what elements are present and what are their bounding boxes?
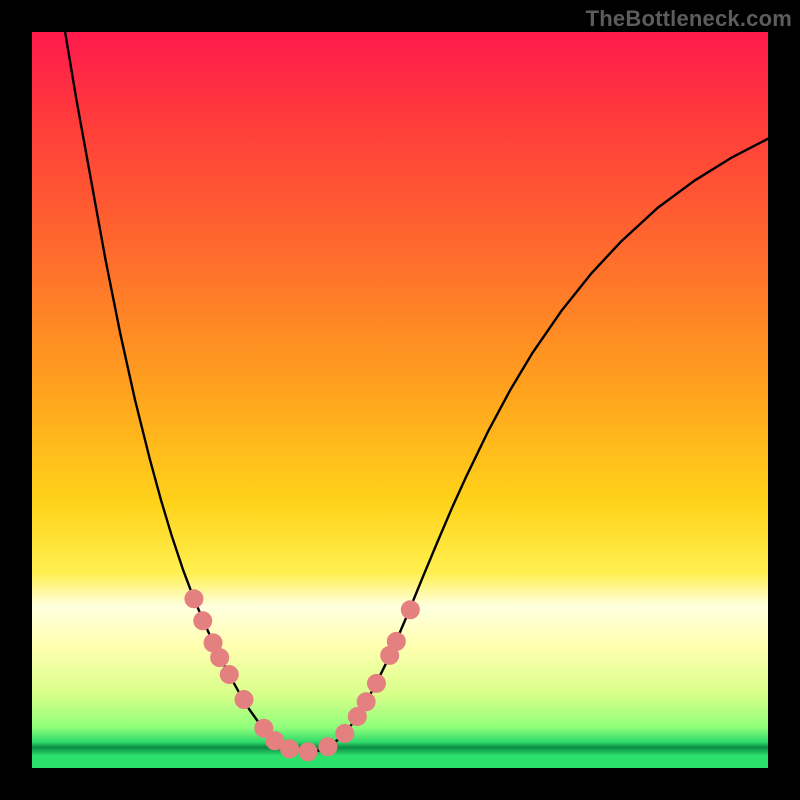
plot-area: [32, 32, 768, 768]
marker-dot: [336, 724, 354, 742]
chart-frame: TheBottleneck.com: [0, 0, 800, 800]
marker-dot: [357, 693, 375, 711]
marker-dot: [319, 738, 337, 756]
marker-dot: [211, 649, 229, 667]
marker-dot: [299, 743, 317, 761]
plot-svg: [32, 32, 768, 768]
marker-dot: [387, 632, 405, 650]
marker-dot: [235, 691, 253, 709]
gradient-background: [32, 32, 768, 768]
marker-dot: [367, 674, 385, 692]
marker-dot: [281, 740, 299, 758]
watermark-text: TheBottleneck.com: [586, 6, 792, 32]
marker-dot: [220, 666, 238, 684]
marker-dot: [185, 590, 203, 608]
marker-dot: [194, 612, 212, 630]
marker-dot: [401, 601, 419, 619]
